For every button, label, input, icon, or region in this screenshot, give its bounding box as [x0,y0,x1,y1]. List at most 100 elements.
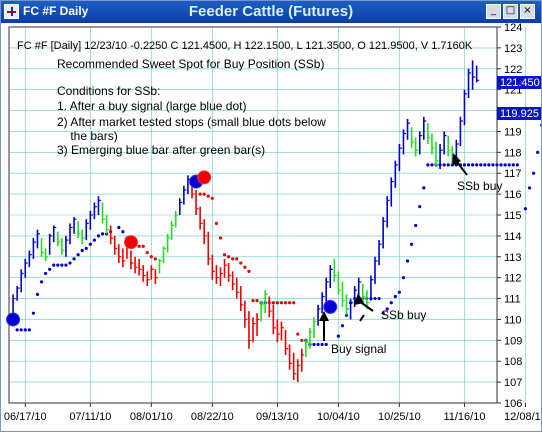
stop-dot [511,163,515,167]
stop-dot [92,238,96,242]
y-tick-label: 107 [504,377,522,389]
stop-dot [405,259,410,263]
stop-dot [15,328,19,332]
stop-dot [255,299,259,303]
x-tick-label: 10/04/10 [317,411,360,423]
stop-dot [336,334,340,338]
x-tick-label: 07/11/10 [69,411,111,423]
price-chart[interactable]: 106 107 108 109 110 111 112 113 114 115 116 117 118 1… [1,22,542,431]
y-tick-label: 115 [504,210,522,222]
title-bar[interactable]: FC #F Daily Feeder Cattle (Futures) _ □ … [1,1,541,23]
stop-dot [48,267,52,271]
stop-dot [60,263,64,267]
y-tick-label: 116 [504,189,522,201]
stop-dot [96,234,101,238]
stop-dot [35,292,40,296]
stop-dot [483,163,487,167]
close-price-label: 121.450 [497,76,541,89]
ssb-buy-arrow-shaft-2 [456,161,468,176]
y-tick-label: 114 [504,231,522,243]
stop-dot [324,342,328,347]
minimize-button[interactable]: _ [486,4,501,19]
stop-dot [446,163,450,167]
stop-dot [320,342,324,347]
stop-dot [39,280,44,284]
stop-dot [231,257,235,261]
stop-dot [239,261,243,265]
stop-dot [426,163,430,167]
y-tick-label: 118 [504,147,522,159]
annotation-line-7: 3) Emerging blue bar after green bar(s) [57,143,265,157]
stop-dot [479,163,483,167]
y-tick-label: 109 [504,335,522,347]
x-tick-label: 08/22/10 [191,411,234,423]
buy-signal-annotation: Buy signal [319,311,386,356]
buy-signal-label: Buy signal [331,342,386,356]
stop-dot [503,163,507,167]
y-tick-label: 124 [504,23,522,34]
stop-dot [271,301,275,305]
x-tick-label: 09/13/10 [256,411,299,423]
stop-dot [340,324,345,328]
chart-app-icon [4,4,19,19]
stop-dot [218,236,223,240]
stop-dot [206,194,210,198]
stop-dot [279,301,284,305]
ssb-buy-arrow-shaft-1 [358,300,374,312]
stop-dot [471,163,475,167]
sell-signal-dot [124,235,138,250]
stop-dot [300,338,304,342]
stop-dot [23,328,27,332]
stop-dot [68,261,72,265]
stop-dot [227,255,231,259]
buy-signal-arrowhead [319,311,329,321]
stop-dot [454,163,458,167]
stop-dot [100,232,105,236]
ssb-buy-annotation-2: SSb buy [452,153,502,193]
stop-dot [515,163,519,167]
stop-dot [149,255,153,259]
stop-dot [247,269,251,273]
stop-dot [76,253,80,257]
stop-dot [210,196,214,200]
ssb-buy-label-1: SSb buy [381,308,426,322]
x-tick-label: 10/25/10 [378,411,421,423]
maximize-button[interactable]: □ [503,4,518,19]
y-tick-label: 108 [504,356,522,368]
stop-dot [389,301,393,305]
y-tick-label: 110 [504,314,522,326]
stop-dot [312,342,316,347]
ssb-buy-arrow-1 [359,314,365,322]
y-tick-label: 111 [504,294,521,306]
y-tick-label: 122 [504,64,522,76]
stop-dot [495,163,499,167]
stop-dot [507,163,511,167]
stop-dot [251,299,255,303]
stop-dot [536,150,540,154]
x-tick-label: 06/17/10 [4,411,47,423]
ssb-buy-label-2: SSb buy [457,179,502,193]
close-button[interactable]: × [520,4,535,19]
y-tick-label: 112 [504,273,522,285]
stop-dot [84,246,88,251]
stop-dot [373,296,377,301]
stop-dot [475,163,479,167]
stop-dot [377,296,381,301]
stop-dot [153,257,157,261]
close-price-box [497,76,541,89]
buy-signal-dot [323,299,338,314]
stop-dot [275,301,279,305]
stop-price-box [497,107,541,120]
x-tick-label: 12/08/10 [504,411,541,423]
ssb-buy-arrowhead-2 [452,153,461,166]
stop-dot [56,263,60,267]
y-tick-label: 106 [504,398,522,410]
stop-price-text: 119.925 [500,108,539,120]
close-price-text: 121.450 [500,77,540,89]
window-title: FC #F Daily [23,4,89,18]
stop-dot [527,186,532,190]
y-tick-label: 119 [504,126,522,138]
y-axis: 106 107 108 109 110 111 112 113 114 115 116 117 118 1… [497,22,522,410]
stop-dot [222,253,227,257]
x-axis: 06/17/10 07/11/10 08/01/10 08/22/10 09/13/10… [4,403,542,423]
